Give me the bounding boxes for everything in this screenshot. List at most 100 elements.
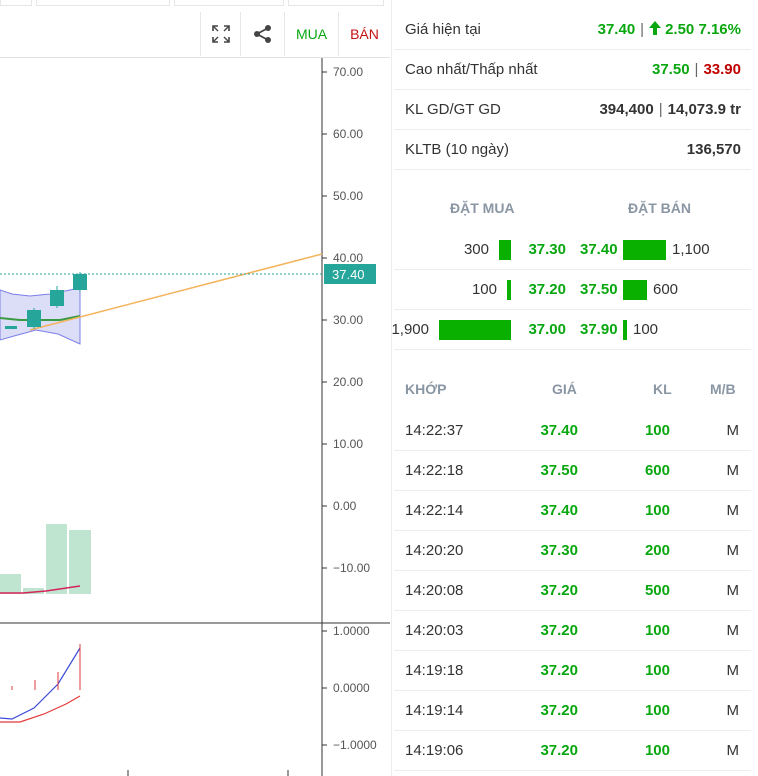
share-icon — [253, 25, 271, 43]
price-axis-label: 30.00 — [333, 313, 363, 327]
bid-volume-bar — [439, 320, 511, 340]
current-price-label: Giá hiện tại — [405, 21, 481, 38]
trades-header-price: GIÁ — [552, 381, 577, 397]
chart-area[interactable]: MUA BÁN 70.00 60.00 50.00 40.00 30.00 20.00 10… — [0, 0, 390, 776]
toolbar-tab[interactable] — [0, 0, 32, 6]
trade-time: 14:19:14 — [405, 702, 464, 719]
ask-price[interactable]: 37.40 — [580, 241, 618, 258]
trade-row: 14:19:06 37.20 100 M — [394, 731, 751, 771]
sell-button[interactable]: BÁN — [338, 12, 390, 56]
trade-side: M — [726, 662, 740, 679]
avg-volume-row: KLTB (10 ngày) 136,570 — [394, 130, 751, 170]
expand-icon — [211, 25, 230, 43]
trades-header-time: KHỚP — [405, 381, 447, 397]
trade-time: 14:19:06 — [405, 742, 464, 759]
trade-price: 37.20 — [540, 662, 578, 679]
current-price-value: 37.40 | 2.50 7.16% — [597, 21, 741, 38]
price-axis: 70.00 60.00 50.00 40.00 30.00 20.00 10.00 0.00 −… — [322, 65, 370, 575]
trade-side: M — [726, 702, 740, 719]
trade-side: M — [726, 542, 740, 559]
volume-bar — [0, 574, 21, 594]
trade-side: M — [726, 422, 740, 439]
trade-price: 37.20 — [540, 702, 578, 719]
candlesticks — [5, 272, 87, 329]
trades-header-volume: KL — [653, 381, 672, 397]
price-axis-label: 60.00 — [333, 127, 363, 141]
trade-row: 14:19:18 37.20 100 M — [394, 651, 751, 691]
high-low-value: 37.50 | 33.90 — [652, 61, 741, 78]
toolbar-tab[interactable] — [288, 0, 384, 6]
bid-volume-bar — [499, 240, 511, 260]
trade-side: M — [726, 502, 740, 519]
trade-time: 14:22:37 — [405, 422, 464, 439]
sell-header: ĐẶT BÁN — [628, 200, 691, 216]
trade-volume: 100 — [644, 662, 670, 679]
order-book-row[interactable]: 1,900 37.00 37.90 100 — [391, 310, 751, 350]
price-change-pct: 7.16% — [698, 21, 741, 38]
indicator-axis-label: 0.0000 — [333, 681, 370, 695]
ask-volume-bar — [623, 240, 666, 260]
ask-price[interactable]: 37.50 — [580, 281, 618, 298]
price-axis-label: 0.00 — [333, 499, 357, 513]
trade-row: 14:20:20 37.30 200 M — [394, 531, 751, 571]
trade-price: 37.50 — [540, 462, 578, 479]
trade-price: 37.40 — [540, 422, 578, 439]
trade-price: 37.20 — [540, 582, 578, 599]
trade-price: 37.20 — [540, 742, 578, 759]
ask-price[interactable]: 37.90 — [580, 321, 618, 338]
avg-volume-label: KLTB (10 ngày) — [405, 141, 509, 158]
buy-button[interactable]: MUA — [284, 12, 338, 56]
trade-price: 37.20 — [540, 622, 578, 639]
price-chart[interactable]: 70.00 60.00 50.00 40.00 30.00 20.00 10.00 0.00 −… — [0, 58, 390, 776]
trade-price: 37.30 — [540, 542, 578, 559]
arrow-up-icon — [649, 21, 662, 35]
bid-price[interactable]: 37.00 — [528, 321, 566, 338]
toolbar-tab[interactable] — [174, 0, 284, 6]
bid-price[interactable]: 37.30 — [528, 241, 566, 258]
bid-volume: 1,900 — [391, 321, 429, 338]
trade-side: M — [726, 622, 740, 639]
volume-bar — [69, 530, 91, 594]
trade-time: 14:20:08 — [405, 582, 464, 599]
trade-time: 14:19:18 — [405, 662, 464, 679]
trade-volume: 100 — [644, 422, 670, 439]
current-price-tag-text: 37.40 — [332, 267, 365, 282]
trade-price: 37.40 — [540, 502, 578, 519]
price-axis-label: −10.00 — [333, 561, 370, 575]
indicator-pane — [0, 644, 81, 723]
trade-side: M — [726, 462, 740, 479]
volume-ma-line — [0, 585, 81, 594]
indicator-axis: 1.0000 0.0000 −1.0000 — [322, 624, 377, 752]
ask-volume: 100 — [633, 321, 659, 338]
high-price: 37.50 — [652, 61, 690, 78]
order-book-row[interactable]: 100 37.20 37.50 600 — [394, 270, 751, 310]
ask-volume-bar — [623, 320, 627, 340]
bid-price[interactable]: 37.20 — [528, 281, 566, 298]
total-value: 14,073.9 tr — [667, 101, 741, 118]
candle — [5, 326, 17, 329]
trendline — [29, 253, 323, 331]
price-change: 2.50 — [665, 21, 695, 38]
order-book-row[interactable]: 300 37.30 37.40 1,100 — [394, 230, 751, 270]
indicator-line-blue — [0, 647, 81, 720]
share-button[interactable] — [240, 12, 284, 56]
price-axis-label: 40.00 — [333, 251, 363, 265]
trade-volume: 100 — [644, 702, 670, 719]
trade-row: 14:20:08 37.20 500 M — [394, 571, 751, 611]
trade-time: 14:20:03 — [405, 622, 464, 639]
high-low-label: Cao nhất/Thấp nhất — [405, 61, 538, 78]
trade-time: 14:20:20 — [405, 542, 464, 559]
ask-volume-bar — [623, 280, 647, 300]
trade-volume: 200 — [644, 542, 670, 559]
volume-value: 394,400 | 14,073.9 tr — [599, 101, 741, 118]
low-price: 33.90 — [703, 61, 741, 78]
current-price: 37.40 — [597, 21, 636, 38]
trade-row: 14:20:03 37.20 100 M — [394, 611, 751, 651]
fullscreen-button[interactable] — [200, 12, 240, 56]
trade-volume: 100 — [644, 622, 670, 639]
quote-panel: Giá hiện tại 37.40 | 2.50 7.16% Cao nhất/T… — [391, 0, 758, 776]
trade-row: 14:22:14 37.40 100 M — [394, 491, 751, 531]
toolbar-tab[interactable] — [36, 0, 170, 6]
high-low-row: Cao nhất/Thấp nhất 37.50 | 33.90 — [394, 50, 751, 90]
trade-time: 14:22:14 — [405, 502, 464, 519]
